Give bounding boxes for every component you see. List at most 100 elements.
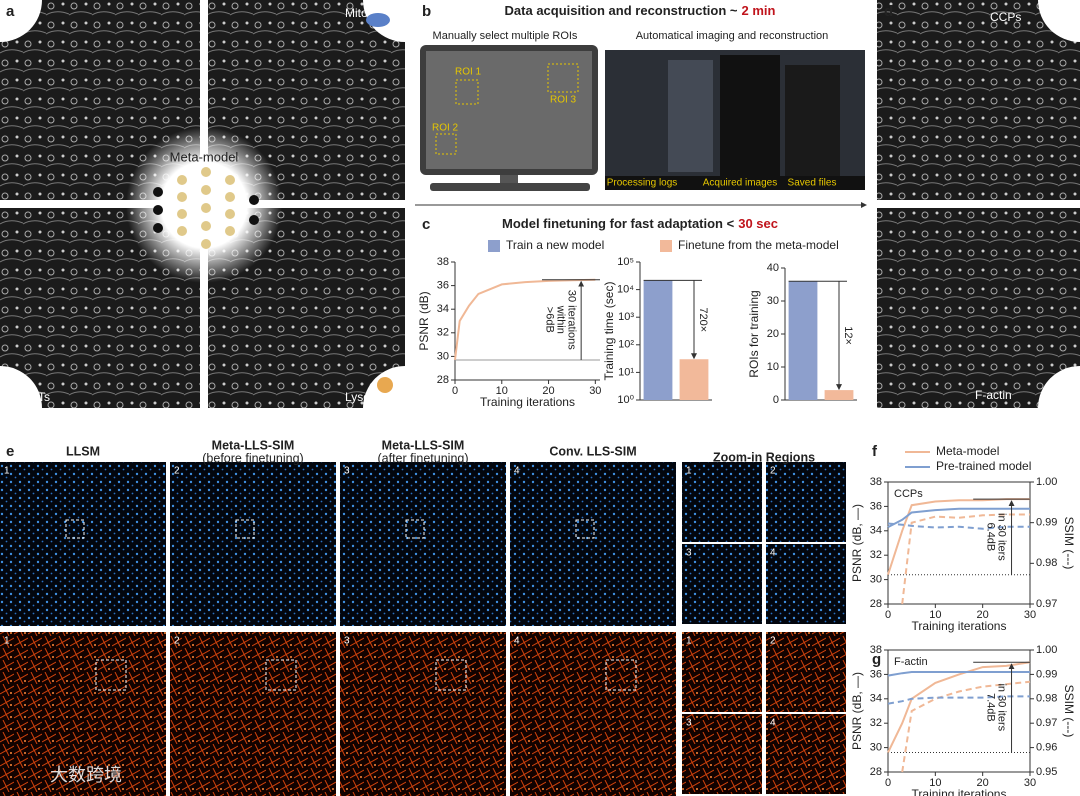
x-tick-label: 0: [885, 777, 891, 789]
panel-b: [415, 45, 867, 208]
legend-swatch: [488, 240, 500, 252]
chart-title: CCPs: [894, 488, 923, 500]
roi-box: [435, 659, 467, 691]
tile-number: 4: [514, 466, 520, 477]
y-axis-label: Training time (sec): [602, 282, 616, 381]
panel-title: Model finetuning for fast adaptation <30…: [502, 216, 778, 231]
network-icon: [153, 167, 259, 249]
y-axis-label: ROIs for training: [747, 290, 761, 377]
roi-box: [95, 659, 127, 691]
line-series: [454, 278, 596, 361]
y2-tick-label: 0.99: [1036, 668, 1057, 680]
column-header: LLSM: [66, 444, 100, 458]
lyso-shape: [377, 377, 393, 393]
annotation: >6dB: [543, 307, 555, 333]
y-tick-label: 34: [437, 303, 449, 315]
zoom-tile: [766, 462, 846, 542]
y-tick-label: 32: [870, 549, 882, 561]
y-axis-label: PSNR (dB): [417, 291, 431, 350]
column-subheader: (before finetuning): [202, 451, 303, 465]
legend-label: Meta-model: [936, 444, 999, 458]
roi-box: [547, 63, 579, 93]
tile-number: 4: [770, 548, 776, 559]
y-tick-label: 10: [767, 361, 779, 373]
y-tick-label: 30: [437, 350, 449, 362]
panel-label: f: [872, 443, 878, 460]
tile-number: 3: [344, 636, 350, 647]
zoom-tile: [766, 632, 846, 712]
y-tick-label: 10¹: [618, 366, 634, 378]
y-tick-label: 38: [437, 256, 449, 268]
screen-label: Saved files: [788, 178, 837, 189]
y-tick-label: 30: [767, 295, 779, 307]
tile-number: 2: [174, 636, 180, 647]
column-header: Meta-LLS-SIM: [212, 438, 295, 452]
chart-title: F-actin: [894, 656, 928, 668]
line-series: [887, 695, 1030, 705]
x-tick-label: 0: [452, 385, 458, 397]
column-header: Meta-LLS-SIM: [382, 438, 465, 452]
monitor-neck: [500, 175, 518, 183]
x-axis-label: Training iterations: [480, 395, 575, 409]
bar: [643, 280, 673, 400]
watermark: 大数跨境: [50, 765, 122, 785]
legend-label: Finetune from the meta-model: [678, 238, 839, 252]
annotation: in 30 iters: [996, 513, 1008, 561]
meta-model-label: Meta-model: [170, 149, 239, 164]
image-ccps: [877, 0, 1080, 200]
y-axis-label: PSNR (dB, —): [850, 672, 864, 750]
x-tick-label: 20: [977, 777, 989, 789]
annotation: 6.4dB: [985, 523, 997, 552]
tile-number: 1: [686, 636, 692, 647]
annotation: 12×: [842, 326, 854, 345]
image-tile: [340, 462, 506, 626]
zoom-tile: [682, 544, 762, 624]
screen-label: Processing logs: [607, 178, 678, 189]
control-panel: [668, 60, 713, 172]
roi-label: ROI 3: [550, 95, 577, 106]
y-tick-label: 28: [870, 598, 882, 610]
x-tick-label: 30: [1024, 777, 1036, 789]
line-series: [887, 671, 1030, 677]
y2-axis-label: SSIM (---): [1062, 517, 1076, 570]
y-tick-label: 10⁰: [617, 394, 634, 406]
factin-icon: [1038, 366, 1080, 450]
mts-icon: [0, 366, 42, 450]
image-tile: [170, 462, 336, 626]
zoom-tile: [682, 632, 762, 712]
panel-e: 1 2 3 4 1 2 3 4 1 2 3 4 1 2 3 4: [0, 462, 846, 796]
screen-label: Acquired images: [703, 178, 777, 189]
panel-label: b: [422, 3, 431, 20]
image-tile: [0, 632, 166, 796]
panel-label: g: [872, 651, 881, 668]
y-tick-label: 38: [870, 476, 882, 488]
roi-label: ROI 2: [432, 123, 459, 134]
line-series: [887, 522, 1030, 530]
zoom-tile: [766, 544, 846, 624]
y-tick-label: 0: [773, 394, 779, 406]
tile-number: 4: [514, 636, 520, 647]
tile-number: 3: [686, 548, 692, 559]
y-tick-label: 40: [767, 262, 779, 274]
y-tick-label: 32: [870, 717, 882, 729]
title-text: Data acquisition and reconstruction ~: [505, 3, 738, 18]
zoom-tile: [766, 714, 846, 794]
y2-tick-label: 0.98: [1036, 693, 1057, 705]
x-axis-label: Training iterations: [912, 787, 1007, 796]
line-series: [901, 513, 1030, 605]
y2-tick-label: 1.00: [1036, 476, 1057, 488]
y-tick-label: 10⁴: [617, 284, 634, 296]
tile-number: 1: [4, 466, 10, 477]
image-tile: [510, 462, 676, 626]
caption-bar: [605, 176, 865, 190]
y-tick-label: 30: [870, 574, 882, 586]
y-tick-label: 10³: [618, 311, 634, 323]
x-tick-label: 10: [929, 777, 941, 789]
y2-tick-label: 0.96: [1036, 742, 1057, 754]
legend-swatch: [660, 240, 672, 252]
x-axis-label: Training iterations: [912, 619, 1007, 633]
y-tick-label: 28: [437, 374, 449, 386]
zoom-tile: [682, 462, 762, 542]
line-series: [887, 661, 1031, 753]
panel-label: e: [6, 443, 14, 460]
